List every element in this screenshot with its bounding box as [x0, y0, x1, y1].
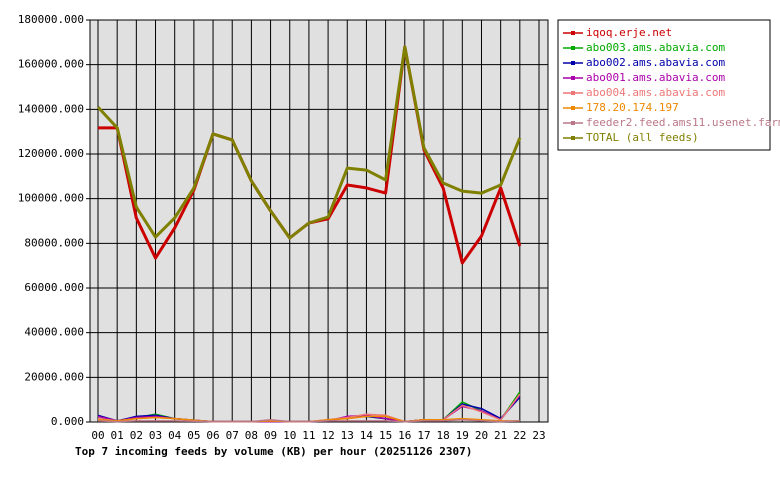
x-tick-label: 21	[494, 429, 507, 442]
legend-label: abo002.ams.abavia.com	[586, 56, 725, 69]
x-tick-label: 23	[532, 429, 545, 442]
x-tick-label: 12	[321, 429, 334, 442]
y-tick-label: 140000.000	[18, 102, 84, 115]
y-tick-label: 60000.000	[24, 281, 84, 294]
x-tick-label: 14	[360, 429, 374, 442]
x-tick-label: 01	[111, 429, 124, 442]
legend-label: 178.20.174.197	[586, 101, 679, 114]
x-tick-label: 00	[91, 429, 104, 442]
x-tick-label: 17	[417, 429, 430, 442]
legend-marker	[571, 31, 575, 35]
x-tick-label: 05	[187, 429, 200, 442]
legend-label: iqoq.erje.net	[586, 26, 672, 39]
legend-marker	[571, 46, 575, 50]
x-tick-label: 04	[168, 429, 182, 442]
legend-label: abo004.ams.abavia.com	[586, 86, 725, 99]
x-tick-label: 02	[130, 429, 143, 442]
x-tick-label: 20	[475, 429, 488, 442]
y-tick-label: 0.000	[51, 415, 84, 428]
legend-label: feeder2.feed.ams11.usenet.farm	[586, 116, 780, 129]
legend-marker	[571, 61, 575, 65]
x-tick-label: 09	[264, 429, 277, 442]
y-tick-label: 160000.000	[18, 58, 84, 71]
series-line	[97, 419, 520, 423]
series-line	[96, 45, 522, 240]
legend-label: TOTAL (all feeds)	[586, 131, 699, 144]
legend-marker	[571, 106, 575, 110]
legend-marker	[571, 76, 575, 80]
legend-label: abo003.ams.abavia.com	[586, 41, 725, 54]
y-tick-label: 100000.000	[18, 192, 84, 205]
y-tick-label: 120000.000	[18, 147, 84, 160]
legend-box	[557, 19, 771, 151]
x-tick-label: 15	[379, 429, 392, 442]
x-tick-label: 03	[149, 429, 162, 442]
y-tick-label: 180000.000	[18, 13, 84, 26]
x-tick-label: 13	[341, 429, 354, 442]
x-tick-label: 08	[245, 429, 258, 442]
plot-frame	[89, 19, 549, 423]
legend-marker	[571, 121, 575, 125]
legend-marker	[571, 136, 575, 140]
y-tick-label: 80000.000	[24, 236, 84, 249]
x-tick-label: 22	[513, 429, 526, 442]
y-tick-label: 40000.000	[24, 326, 84, 339]
x-tick-label: 16	[398, 429, 411, 442]
x-tick-label: 07	[226, 429, 239, 442]
x-tick-label: 18	[437, 429, 450, 442]
legend-label: abo001.ams.abavia.com	[586, 71, 725, 84]
x-tick-label: 10	[283, 429, 296, 442]
y-tick-label: 20000.000	[24, 370, 84, 383]
chart-title: Top 7 incoming feeds by volume (KB) per …	[75, 445, 472, 458]
x-tick-label: 19	[456, 429, 469, 442]
legend-marker	[571, 91, 575, 95]
x-tick-label: 11	[302, 429, 315, 442]
x-tick-label: 06	[206, 429, 219, 442]
